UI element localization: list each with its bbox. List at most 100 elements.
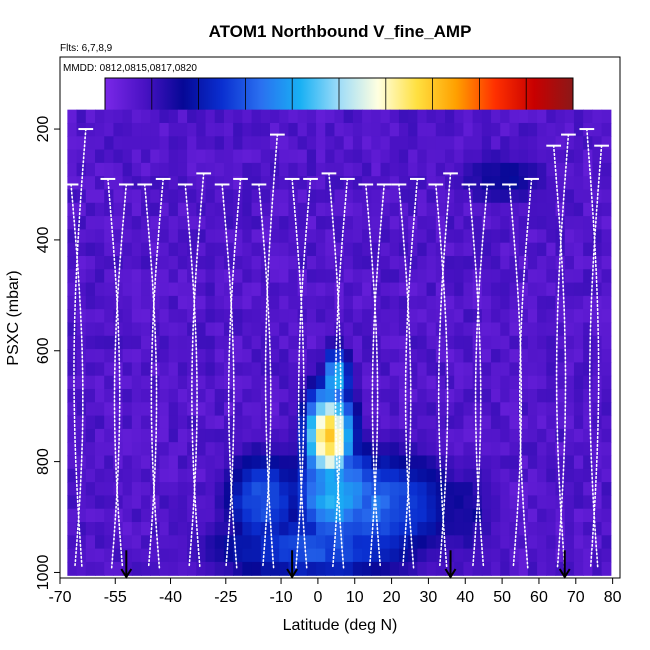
heatmap-cell xyxy=(518,415,529,430)
heatmap-cell xyxy=(251,375,262,390)
heatmap-cell xyxy=(306,122,317,137)
heatmap-cell xyxy=(95,202,105,217)
heatmap-cell xyxy=(168,508,179,523)
heatmap-cell xyxy=(288,468,299,483)
heatmap-cell xyxy=(288,309,299,324)
heatmap-cell xyxy=(435,388,446,403)
heatmap-cell xyxy=(481,295,492,310)
heatmap-cell xyxy=(131,322,142,337)
heatmap-cell xyxy=(343,482,354,497)
heatmap-cell xyxy=(463,388,474,403)
heatmap-cell xyxy=(564,322,575,337)
heatmap-cell xyxy=(214,242,225,257)
heatmap-cell xyxy=(573,122,584,137)
heatmap-cell xyxy=(85,428,96,443)
heatmap-cell xyxy=(260,282,271,297)
heatmap-cell xyxy=(260,189,271,204)
heatmap-cell xyxy=(555,176,566,191)
heatmap-cell xyxy=(491,455,501,470)
heatmap-cell xyxy=(573,402,584,417)
heatmap-cell xyxy=(491,216,501,230)
heatmap-cell xyxy=(113,349,124,363)
heatmap-cell xyxy=(168,189,179,204)
heatmap-cell xyxy=(583,482,593,497)
heatmap-cell xyxy=(242,149,253,164)
heatmap-cell xyxy=(233,415,243,430)
heatmap-cell xyxy=(398,495,409,510)
heatmap-cell xyxy=(343,216,354,230)
heatmap-cell xyxy=(288,428,299,443)
heatmap-cell xyxy=(555,282,566,297)
heatmap-cell xyxy=(334,122,345,137)
heatmap-cell xyxy=(601,535,612,550)
heatmap-cell xyxy=(445,295,455,310)
heatmap-cell xyxy=(288,442,299,457)
heatmap-cell xyxy=(95,388,105,403)
heatmap-cell xyxy=(509,402,520,417)
heatmap-cell xyxy=(362,402,372,417)
heatmap-cell xyxy=(380,388,391,403)
heatmap-cell xyxy=(113,136,124,151)
heatmap-cell xyxy=(122,295,133,310)
heatmap-cell xyxy=(500,122,511,137)
heatmap-cell xyxy=(233,375,243,390)
heatmap-cell xyxy=(187,561,197,576)
heatmap-cell xyxy=(454,189,465,204)
heatmap-cell xyxy=(279,242,290,257)
heatmap-cell xyxy=(362,561,372,576)
heatmap-cell xyxy=(316,149,326,164)
heatmap-cell xyxy=(362,415,372,430)
heatmap-cell xyxy=(481,388,492,403)
heatmap-cell xyxy=(85,535,96,550)
heatmap-cell xyxy=(389,561,400,576)
heatmap-cell xyxy=(85,255,96,270)
heatmap-cell xyxy=(122,335,133,350)
down-arrow-head xyxy=(120,568,133,579)
heatmap-cell xyxy=(214,388,225,403)
heatmap-cell xyxy=(95,255,105,270)
heatmap-cell xyxy=(288,255,299,270)
heatmap-cell xyxy=(481,202,492,217)
heatmap-cell xyxy=(177,176,188,191)
heatmap-cell xyxy=(518,561,529,576)
heatmap-cell xyxy=(122,136,133,151)
heatmap-cell xyxy=(242,508,253,523)
heatmap-cell xyxy=(251,216,262,230)
heatmap-cell xyxy=(334,362,345,377)
heatmap-cell xyxy=(564,189,575,204)
heatmap-cell xyxy=(601,176,612,191)
heatmap-cell xyxy=(518,255,529,270)
heatmap-cell xyxy=(177,335,188,350)
heatmap-cell xyxy=(270,561,280,576)
heatmap-cell xyxy=(177,229,188,244)
heatmap-cell xyxy=(527,349,538,363)
heatmap-cell xyxy=(546,442,557,457)
heatmap-cell xyxy=(67,535,78,550)
heatmap-cell xyxy=(343,269,354,284)
heatmap-cell xyxy=(334,535,345,550)
heatmap-cell xyxy=(67,442,78,457)
heatmap-cell xyxy=(343,522,354,536)
heatmap-cell xyxy=(270,322,280,337)
heatmap-cell xyxy=(334,216,345,230)
heatmap-cell xyxy=(435,216,446,230)
heatmap-cell xyxy=(113,442,124,457)
heatmap-cell xyxy=(168,375,179,390)
heatmap-cell xyxy=(270,428,280,443)
heatmap-cell xyxy=(435,269,446,284)
heatmap-cell xyxy=(104,508,115,523)
heatmap-cell xyxy=(168,149,179,164)
heatmap-cell xyxy=(168,455,179,470)
heatmap-cell xyxy=(196,402,207,417)
heatmap-cell xyxy=(463,561,474,576)
heatmap-cell xyxy=(223,482,234,497)
heatmap-cell xyxy=(279,561,290,576)
heatmap-cell xyxy=(518,189,529,204)
heatmap-cell xyxy=(260,255,271,270)
heatmap-cell xyxy=(214,109,225,124)
heatmap-cell xyxy=(251,402,262,417)
heatmap-cell xyxy=(85,362,96,377)
heatmap-cell xyxy=(500,322,511,337)
heatmap-cell xyxy=(95,335,105,350)
heatmap-cell xyxy=(251,362,262,377)
